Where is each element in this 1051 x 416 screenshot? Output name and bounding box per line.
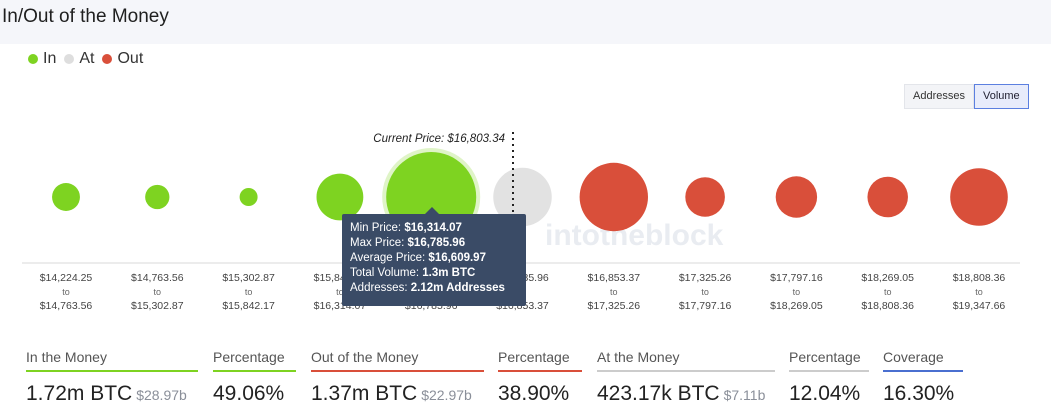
bubble-in: [239, 188, 258, 206]
stat-label: Percentage: [789, 349, 861, 365]
legend-item-out[interactable]: Out: [102, 50, 143, 68]
stat-in-the-money: In the Money 1.72m BTC $28.97b: [26, 346, 198, 406]
tick-label-high: $17,325.26: [588, 300, 641, 312]
bubble-in: [52, 183, 80, 211]
tick-label-low: $18,269.05: [861, 272, 914, 284]
stat-underline: [498, 370, 582, 372]
tick-label-low: $16,853.37: [588, 272, 641, 284]
stat-underline: [789, 370, 869, 372]
tick-label-high: $15,842.17: [222, 300, 275, 312]
stat-out-percentage: Percentage 38.90%: [498, 346, 582, 406]
stat-label: Out of the Money: [311, 349, 419, 365]
stat-value: 1.72m BTC $28.97b: [26, 382, 187, 405]
summary-stats: In the Money 1.72m BTC $28.97b Percentage…: [0, 346, 1051, 416]
tooltip-addresses: Addresses: 2.12m Addresses: [350, 282, 505, 294]
tooltip-total-volume: Total Volume: 1.3m BTC: [350, 267, 476, 279]
stat-underline: [883, 370, 963, 372]
stat-in-percentage: Percentage 49.06%: [213, 346, 296, 406]
bubble-in: [145, 184, 170, 210]
tick-label-to: to: [154, 287, 162, 297]
bubble-out: [867, 176, 908, 218]
tick-label-to: to: [62, 287, 70, 297]
stat-coverage: Coverage 16.30%: [883, 346, 963, 406]
volume-toggle-button[interactable]: Volume: [973, 84, 1029, 109]
bubble-out: [775, 176, 818, 218]
stat-value: 423.17k BTC $7.11b: [597, 382, 766, 405]
stat-label: Coverage: [883, 349, 944, 365]
tick-label-to: to: [701, 287, 709, 297]
addresses-toggle-button[interactable]: Addresses: [904, 84, 974, 109]
legend-dot-in: [28, 54, 38, 64]
stat-underline: [597, 370, 775, 372]
chart-legend: In At Out: [28, 50, 151, 68]
stat-underline: [26, 370, 198, 372]
stat-value: 16.30%: [883, 382, 955, 405]
bubble-out: [685, 177, 725, 217]
tick-label-high: $18,808.36: [861, 300, 914, 312]
stat-value: 49.06%: [213, 382, 285, 405]
tick-label-to: to: [336, 287, 344, 297]
header-bar: In/Out of the Money: [0, 0, 1051, 44]
legend-dot-at: [64, 54, 75, 64]
bubble-out: [579, 162, 648, 232]
tick-label-low: $14,763.56: [131, 272, 184, 284]
tick-label-high: $15,302.87: [131, 300, 184, 312]
tick-label-high: $18,269.05: [770, 300, 823, 312]
stat-underline: [311, 370, 484, 372]
stat-underline: [213, 370, 296, 372]
legend-item-in[interactable]: In: [28, 50, 56, 68]
tick-label-to: to: [793, 287, 801, 297]
stat-at-percentage: Percentage 12.04%: [789, 346, 869, 406]
stat-label: Percentage: [498, 349, 570, 365]
tick-label-low: $17,325.26: [679, 272, 732, 284]
tick-label-to: to: [884, 287, 892, 297]
stat-label: At the Money: [597, 349, 680, 365]
stat-value: 1.37m BTC $22.97b: [311, 382, 472, 405]
tick-label-to: to: [610, 287, 618, 297]
tooltip-average-price: Average Price: $16,609.97: [350, 252, 486, 264]
current-price-label: Current Price: $16,803.34: [373, 133, 505, 145]
tooltip-arrow: [425, 207, 439, 214]
bubble-in: [316, 173, 364, 221]
legend-label-out: Out: [117, 50, 144, 67]
bubble-at: [493, 167, 552, 227]
legend-dot-out: [102, 54, 113, 64]
tick-label-low: $14,224.25: [40, 272, 93, 284]
tooltip-min-price: Min Price: $16,314.07: [350, 222, 462, 234]
tick-label-high: $19,347.66: [953, 300, 1006, 312]
stat-out-of-the-money: Out of the Money 1.37m BTC $22.97b: [311, 346, 484, 406]
view-toggle: Addresses Volume: [904, 84, 1029, 109]
legend-label-at: At: [79, 50, 95, 67]
bubble-out: [950, 168, 1008, 226]
tick-label-high: $14,763.56: [40, 300, 93, 312]
tick-label-to: to: [245, 287, 253, 297]
stat-value: 12.04%: [789, 382, 861, 405]
stat-label: In the Money: [26, 349, 107, 365]
watermark-text: intotheblock: [545, 219, 724, 252]
legend-label-in: In: [43, 50, 57, 67]
tick-label-low: $17,797.16: [770, 272, 823, 284]
tick-label-low: $18,808.36: [953, 272, 1006, 284]
chart-tooltip: Min Price: $16,314.07 Max Price: $16,785…: [342, 214, 526, 306]
tooltip-max-price: Max Price: $16,785.96: [350, 237, 466, 249]
tick-label-high: $17,797.16: [679, 300, 732, 312]
tick-label-low: $15,302.87: [222, 272, 275, 284]
stat-label: Percentage: [213, 349, 285, 365]
tick-label-to: to: [975, 287, 983, 297]
legend-item-at[interactable]: At: [64, 50, 94, 68]
stat-value: 38.90%: [498, 382, 570, 405]
page-title: In/Out of the Money: [2, 6, 169, 27]
stat-at-the-money: At the Money 423.17k BTC $7.11b: [597, 346, 775, 406]
